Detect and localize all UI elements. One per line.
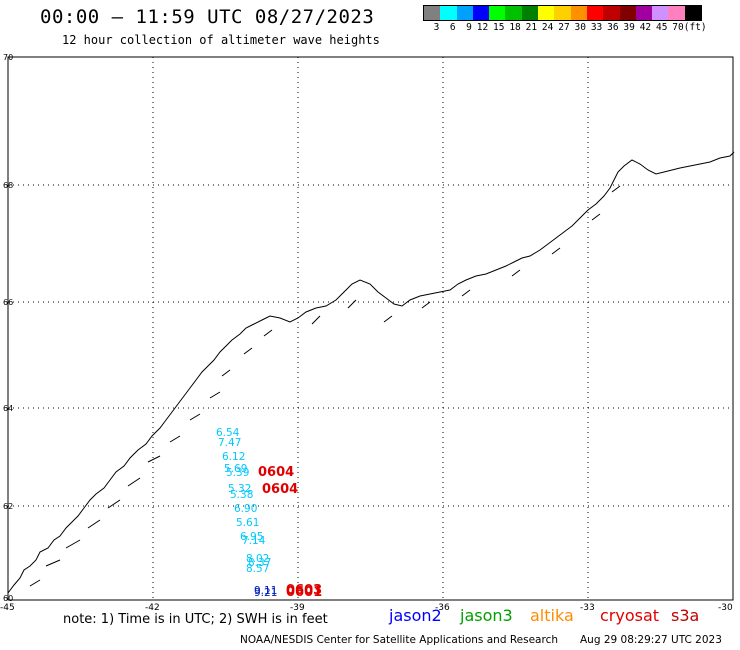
longitude-label: -42 xyxy=(145,603,160,613)
observation-time-label: 0604 xyxy=(258,465,294,480)
legend-swatch xyxy=(440,6,457,20)
wave-height-label: 6.90 xyxy=(234,503,257,515)
latitude-label: 66 xyxy=(3,298,13,307)
satellite-label: jason2 xyxy=(389,606,442,625)
wave-height-label: 5.39 xyxy=(226,467,249,479)
legend-swatch xyxy=(586,6,604,20)
legend-swatch xyxy=(538,6,555,20)
latitude-label: 70 xyxy=(3,53,13,62)
wave-height-label: 8.37 xyxy=(248,557,271,569)
wave-height-color-legend xyxy=(423,5,703,21)
legend-label: 45 xyxy=(656,22,668,33)
wave-height-label: 8.57 xyxy=(246,563,269,575)
legend-swatch xyxy=(668,6,685,20)
map-subtitle: 12 hour collection of altimeter wave hei… xyxy=(62,33,380,47)
wave-height-label: 7.47 xyxy=(218,437,241,449)
footer-credit: NOAA/NESDIS Center for Satellite Applica… xyxy=(240,634,558,646)
latitude-label: 64 xyxy=(3,404,13,413)
observation-time-label: 0601 xyxy=(286,585,322,600)
legend-label: 3 xyxy=(433,22,440,33)
latitude-label: 60 xyxy=(3,594,13,603)
legend-label: 18 xyxy=(509,22,521,33)
longitude-label: -39 xyxy=(290,603,305,613)
legend-label: 9 xyxy=(466,22,472,33)
wave-height-label: 6.12 xyxy=(222,451,245,463)
longitude-label: -33 xyxy=(580,603,595,613)
latitude-label: 68 xyxy=(3,181,13,190)
map-title: 00:00 – 11:59 UTC 08/27/2023 xyxy=(40,6,375,28)
map-frame xyxy=(7,56,734,601)
greenland-fjords xyxy=(29,185,621,587)
legend-label: 21 xyxy=(525,22,538,33)
graticule-grid: 70 68 66 64 62 60-45 -42 -39 -36 -33 -30 xyxy=(0,53,733,613)
wave-height-label: 7.14 xyxy=(242,535,266,547)
wave-height-label: 5.69 xyxy=(224,463,247,475)
wave-height-label: 5.32 xyxy=(228,483,251,495)
satellite-label: cryosat xyxy=(600,606,660,625)
legend-swatch xyxy=(652,6,669,20)
legend-swatch xyxy=(684,6,702,20)
longitude-label: -36 xyxy=(435,603,450,613)
legend-label: (ft) xyxy=(683,22,707,33)
footer-note: note: 1) Time is in UTC; 2) SWH is in fe… xyxy=(63,612,328,627)
satellite-label: s3a xyxy=(671,606,700,625)
legend-swatch xyxy=(603,6,620,20)
legend-label: 12 xyxy=(476,22,489,33)
wave-height-label: 5.38 xyxy=(230,489,253,501)
legend-swatch xyxy=(554,6,571,20)
footer-timestamp: Aug 29 08:29:27 UTC 2023 xyxy=(580,634,722,646)
satellite-label: jason3 xyxy=(460,606,513,625)
legend-label: 6 xyxy=(449,22,456,33)
wave-height-observations: 6.547.47 6.125.695.39 5.325.38 6.90 5.61 6.95… xyxy=(216,427,322,600)
wave-height-label: 5.61 xyxy=(236,517,259,529)
legend-label: 30 xyxy=(574,22,586,33)
legend-label: 24 xyxy=(541,22,554,33)
satellite-label: altika xyxy=(530,606,574,625)
legend-label: 33 xyxy=(590,22,603,33)
legend-label: 36 xyxy=(607,22,619,33)
legend-label: 70 xyxy=(672,22,684,33)
legend-swatch xyxy=(619,6,636,20)
wave-height-label: 6.54 xyxy=(216,427,240,439)
observation-time-label: 0603 xyxy=(286,583,322,598)
legend-swatch xyxy=(505,6,522,20)
wave-height-legend-labels: 3 6 9 12 15 18 21 24 27 30 33 36 39 42 45 70 (ft) xyxy=(423,22,707,33)
longitude-label: -30 xyxy=(718,603,733,613)
legend-label: 15 xyxy=(493,22,505,33)
wave-height-label: 8.02 xyxy=(246,553,269,565)
legend-label: 39 xyxy=(623,22,635,33)
legend-label: 27 xyxy=(558,22,570,33)
wave-height-label: 6.95 xyxy=(240,531,263,543)
legend-swatch xyxy=(521,6,539,20)
legend-swatch xyxy=(424,6,441,20)
latitude-label: 62 xyxy=(3,502,13,511)
legend-swatch xyxy=(570,6,587,20)
legend-swatch xyxy=(635,6,653,20)
greenland-coastline xyxy=(7,151,735,594)
wave-height-label: 9.11 xyxy=(254,585,277,597)
wave-height-label: 9.21 xyxy=(254,587,277,599)
legend-label: 42 xyxy=(639,22,652,33)
legend-swatch xyxy=(456,6,473,20)
legend-swatch xyxy=(489,6,506,20)
observation-time-label: 0604 xyxy=(262,482,298,497)
longitude-label: -45 xyxy=(0,603,15,613)
legend-swatch xyxy=(472,6,490,20)
